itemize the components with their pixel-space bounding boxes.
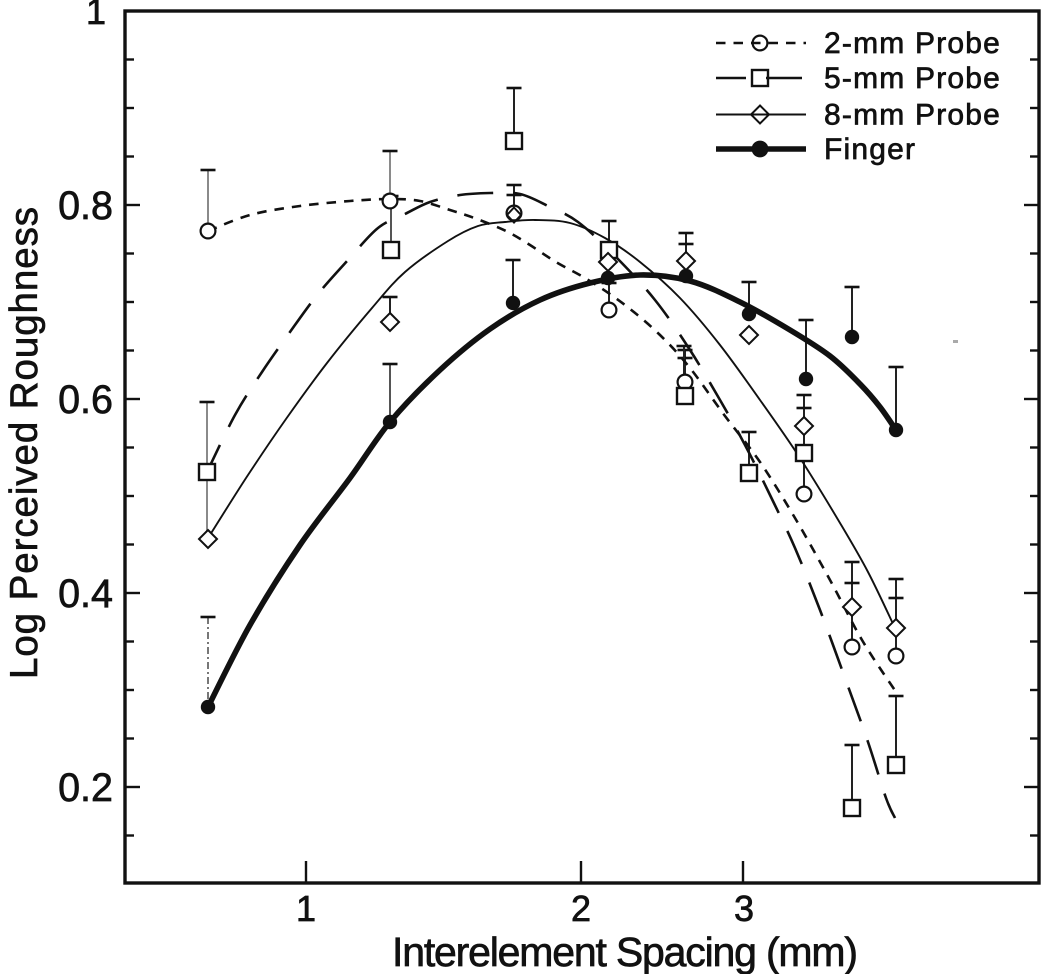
svg-text:0.6: 0.6 bbox=[58, 378, 113, 422]
svg-text:8-mm Probe: 8-mm Probe bbox=[824, 99, 1001, 132]
svg-text:1: 1 bbox=[296, 888, 316, 929]
svg-text:2: 2 bbox=[571, 888, 591, 929]
svg-text:5-mm Probe: 5-mm Probe bbox=[824, 62, 1001, 95]
svg-text:3: 3 bbox=[734, 888, 754, 929]
svg-text:2-mm Probe: 2-mm Probe bbox=[824, 27, 1001, 60]
svg-text:0.4: 0.4 bbox=[58, 572, 113, 616]
svg-text:1: 1 bbox=[86, 0, 106, 32]
svg-text:0.8: 0.8 bbox=[58, 184, 113, 228]
svg-text:Finger: Finger bbox=[824, 133, 916, 166]
svg-text:Interelement Spacing (mm): Interelement Spacing (mm) bbox=[392, 929, 858, 974]
svg-text:0.2: 0.2 bbox=[58, 766, 113, 810]
svg-text:Log Perceived Roughness: Log Perceived Roughness bbox=[3, 207, 46, 679]
